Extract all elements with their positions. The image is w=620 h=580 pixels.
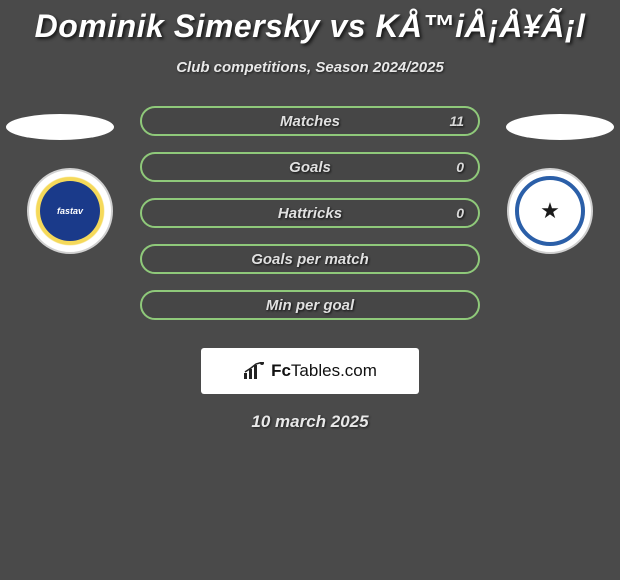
stat-value: 0	[456, 205, 464, 221]
stat-row-goals: Goals 0	[140, 152, 480, 182]
stat-row-goals-per-match: Goals per match	[140, 244, 480, 274]
stat-label: Matches	[280, 113, 340, 130]
club-logo-right-inner: ★	[515, 176, 585, 246]
stat-row-matches: Matches 11	[140, 106, 480, 136]
watermark-badge: FcTables.com	[201, 348, 419, 394]
watermark-rest: Tables.com	[291, 361, 377, 380]
club-logo-right: ★	[507, 168, 593, 254]
stat-label: Goals	[289, 159, 331, 176]
stat-row-min-per-goal: Min per goal	[140, 290, 480, 320]
stat-label: Hattricks	[278, 205, 342, 222]
club-logo-left-inner: fastav	[40, 181, 100, 241]
stat-value: 11	[449, 113, 464, 129]
page-subtitle: Club competitions, Season 2024/2025	[0, 59, 620, 76]
stat-value: 0	[456, 159, 464, 175]
club-left-text: fastav	[57, 206, 83, 216]
stat-label: Min per goal	[266, 297, 354, 314]
stats-list: Matches 11 Goals 0 Hattricks 0 Goals per…	[140, 106, 480, 336]
player-photo-right-placeholder	[506, 114, 614, 140]
stat-row-hattricks: Hattricks 0	[140, 198, 480, 228]
page-title: Dominik Simersky vs KÅ™iÅ¡Å¥Ã¡l	[0, 0, 620, 45]
player-photo-left-placeholder	[6, 114, 114, 140]
chart-icon	[243, 362, 265, 380]
watermark-bold: Fc	[271, 361, 291, 380]
infographic-date: 10 march 2025	[0, 412, 620, 432]
watermark-text: FcTables.com	[271, 361, 377, 381]
club-logo-left: fastav	[27, 168, 113, 254]
comparison-panel: fastav ★ Matches 11 Goals 0 Hattricks 0 …	[0, 106, 620, 336]
stat-label: Goals per match	[251, 251, 369, 268]
star-icon: ★	[540, 200, 560, 222]
